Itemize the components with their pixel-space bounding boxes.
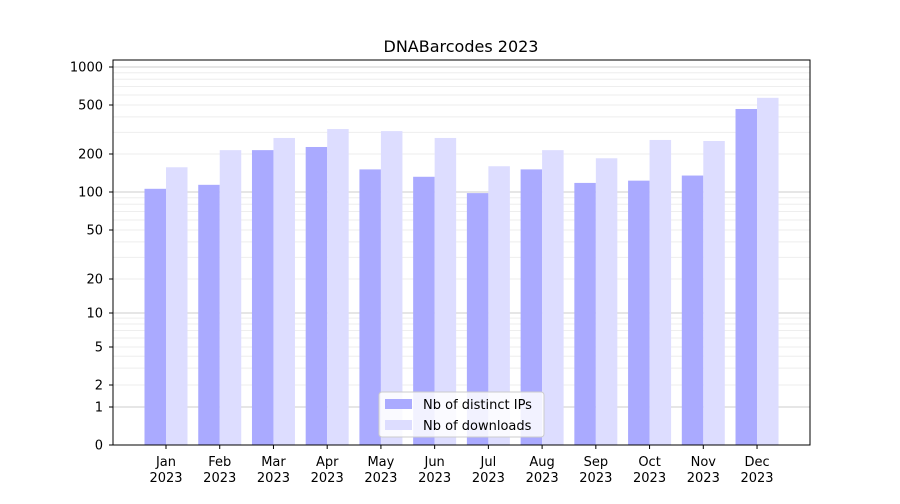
y-tick-label: 50	[86, 224, 103, 239]
legend: Nb of distinct IPs Nb of downloads	[378, 391, 545, 438]
bar-distinct-ips	[413, 176, 435, 446]
x-tick-label: 2023	[203, 471, 236, 486]
y-tick-label: 20	[86, 273, 103, 288]
bar-downloads	[380, 131, 403, 445]
y-tick-label: 2	[95, 379, 103, 394]
x-tick-label: Sep	[584, 455, 609, 470]
bar-downloads	[542, 150, 564, 445]
bar-distinct-ips	[359, 169, 381, 445]
bar-downloads	[488, 166, 510, 445]
bar-distinct-ips	[305, 146, 328, 445]
x-tick-label: 2023	[418, 471, 451, 486]
legend-label-downloads: Nb of downloads	[423, 419, 532, 434]
x-tick-label: Mar	[261, 455, 286, 470]
bar-downloads	[166, 167, 188, 446]
x-tick-label: Apr	[316, 455, 339, 470]
x-tick-label: Oct	[638, 455, 660, 470]
x-tick-label: Jan	[155, 455, 176, 470]
bar-distinct-ips	[681, 175, 704, 445]
y-tick-label: 200	[78, 148, 103, 163]
x-tick-label: 2023	[149, 471, 182, 486]
x-tick-label: 2023	[311, 471, 344, 486]
y-tick-label: 100	[78, 186, 103, 201]
y-tick-label: 1000	[70, 61, 103, 76]
x-tick-label: Nov	[691, 455, 717, 470]
y-axis: 0 1 2 5 10 20 50 100 200 500 1000	[70, 61, 113, 454]
bar-distinct-ips	[520, 169, 543, 445]
y-tick-label: 10	[86, 307, 103, 322]
bars	[144, 97, 779, 446]
x-axis: Jan2023Feb2023Mar2023Apr2023May2023Jun20…	[149, 445, 774, 486]
bar-downloads	[757, 97, 779, 445]
x-tick-label: 2023	[257, 471, 290, 486]
y-tick-label: 0	[95, 439, 103, 454]
y-tick-label: 1	[95, 401, 103, 416]
chart-title: DNABarcodes 2023	[384, 37, 539, 56]
bar-downloads	[273, 137, 295, 445]
bar-distinct-ips	[735, 108, 758, 446]
y-tick-label: 5	[95, 341, 103, 356]
bar-distinct-ips	[251, 150, 274, 445]
bar-downloads	[649, 139, 672, 446]
bar-downloads	[219, 150, 242, 445]
bar-downloads	[703, 141, 725, 445]
x-tick-label: Jun	[423, 455, 444, 470]
legend-swatch-ips	[385, 399, 412, 409]
x-tick-label: Jul	[480, 455, 497, 470]
x-tick-label: 2023	[579, 471, 612, 486]
bar-downloads	[434, 137, 457, 445]
legend-label-ips: Nb of distinct IPs	[423, 398, 532, 413]
x-tick-label: 2023	[740, 471, 773, 486]
x-tick-label: 2023	[364, 471, 397, 486]
bar-distinct-ips	[628, 180, 650, 445]
x-tick-label: May	[367, 455, 394, 470]
x-tick-label: 2023	[687, 471, 720, 486]
bar-distinct-ips	[144, 188, 166, 446]
bar-distinct-ips	[198, 184, 220, 445]
x-tick-label: 2023	[633, 471, 666, 486]
x-tick-label: Dec	[744, 455, 769, 470]
x-tick-label: Aug	[529, 455, 554, 470]
x-tick-label: Feb	[208, 455, 231, 470]
plot-frame	[112, 59, 811, 446]
x-tick-label: 2023	[472, 471, 505, 486]
legend-swatch-downloads	[385, 420, 412, 430]
bar-downloads	[595, 158, 618, 445]
y-tick-label: 500	[78, 99, 103, 114]
bar-downloads	[327, 129, 349, 445]
bar-distinct-ips	[574, 182, 596, 446]
bar-distinct-ips	[466, 193, 489, 445]
x-tick-label: 2023	[526, 471, 559, 486]
